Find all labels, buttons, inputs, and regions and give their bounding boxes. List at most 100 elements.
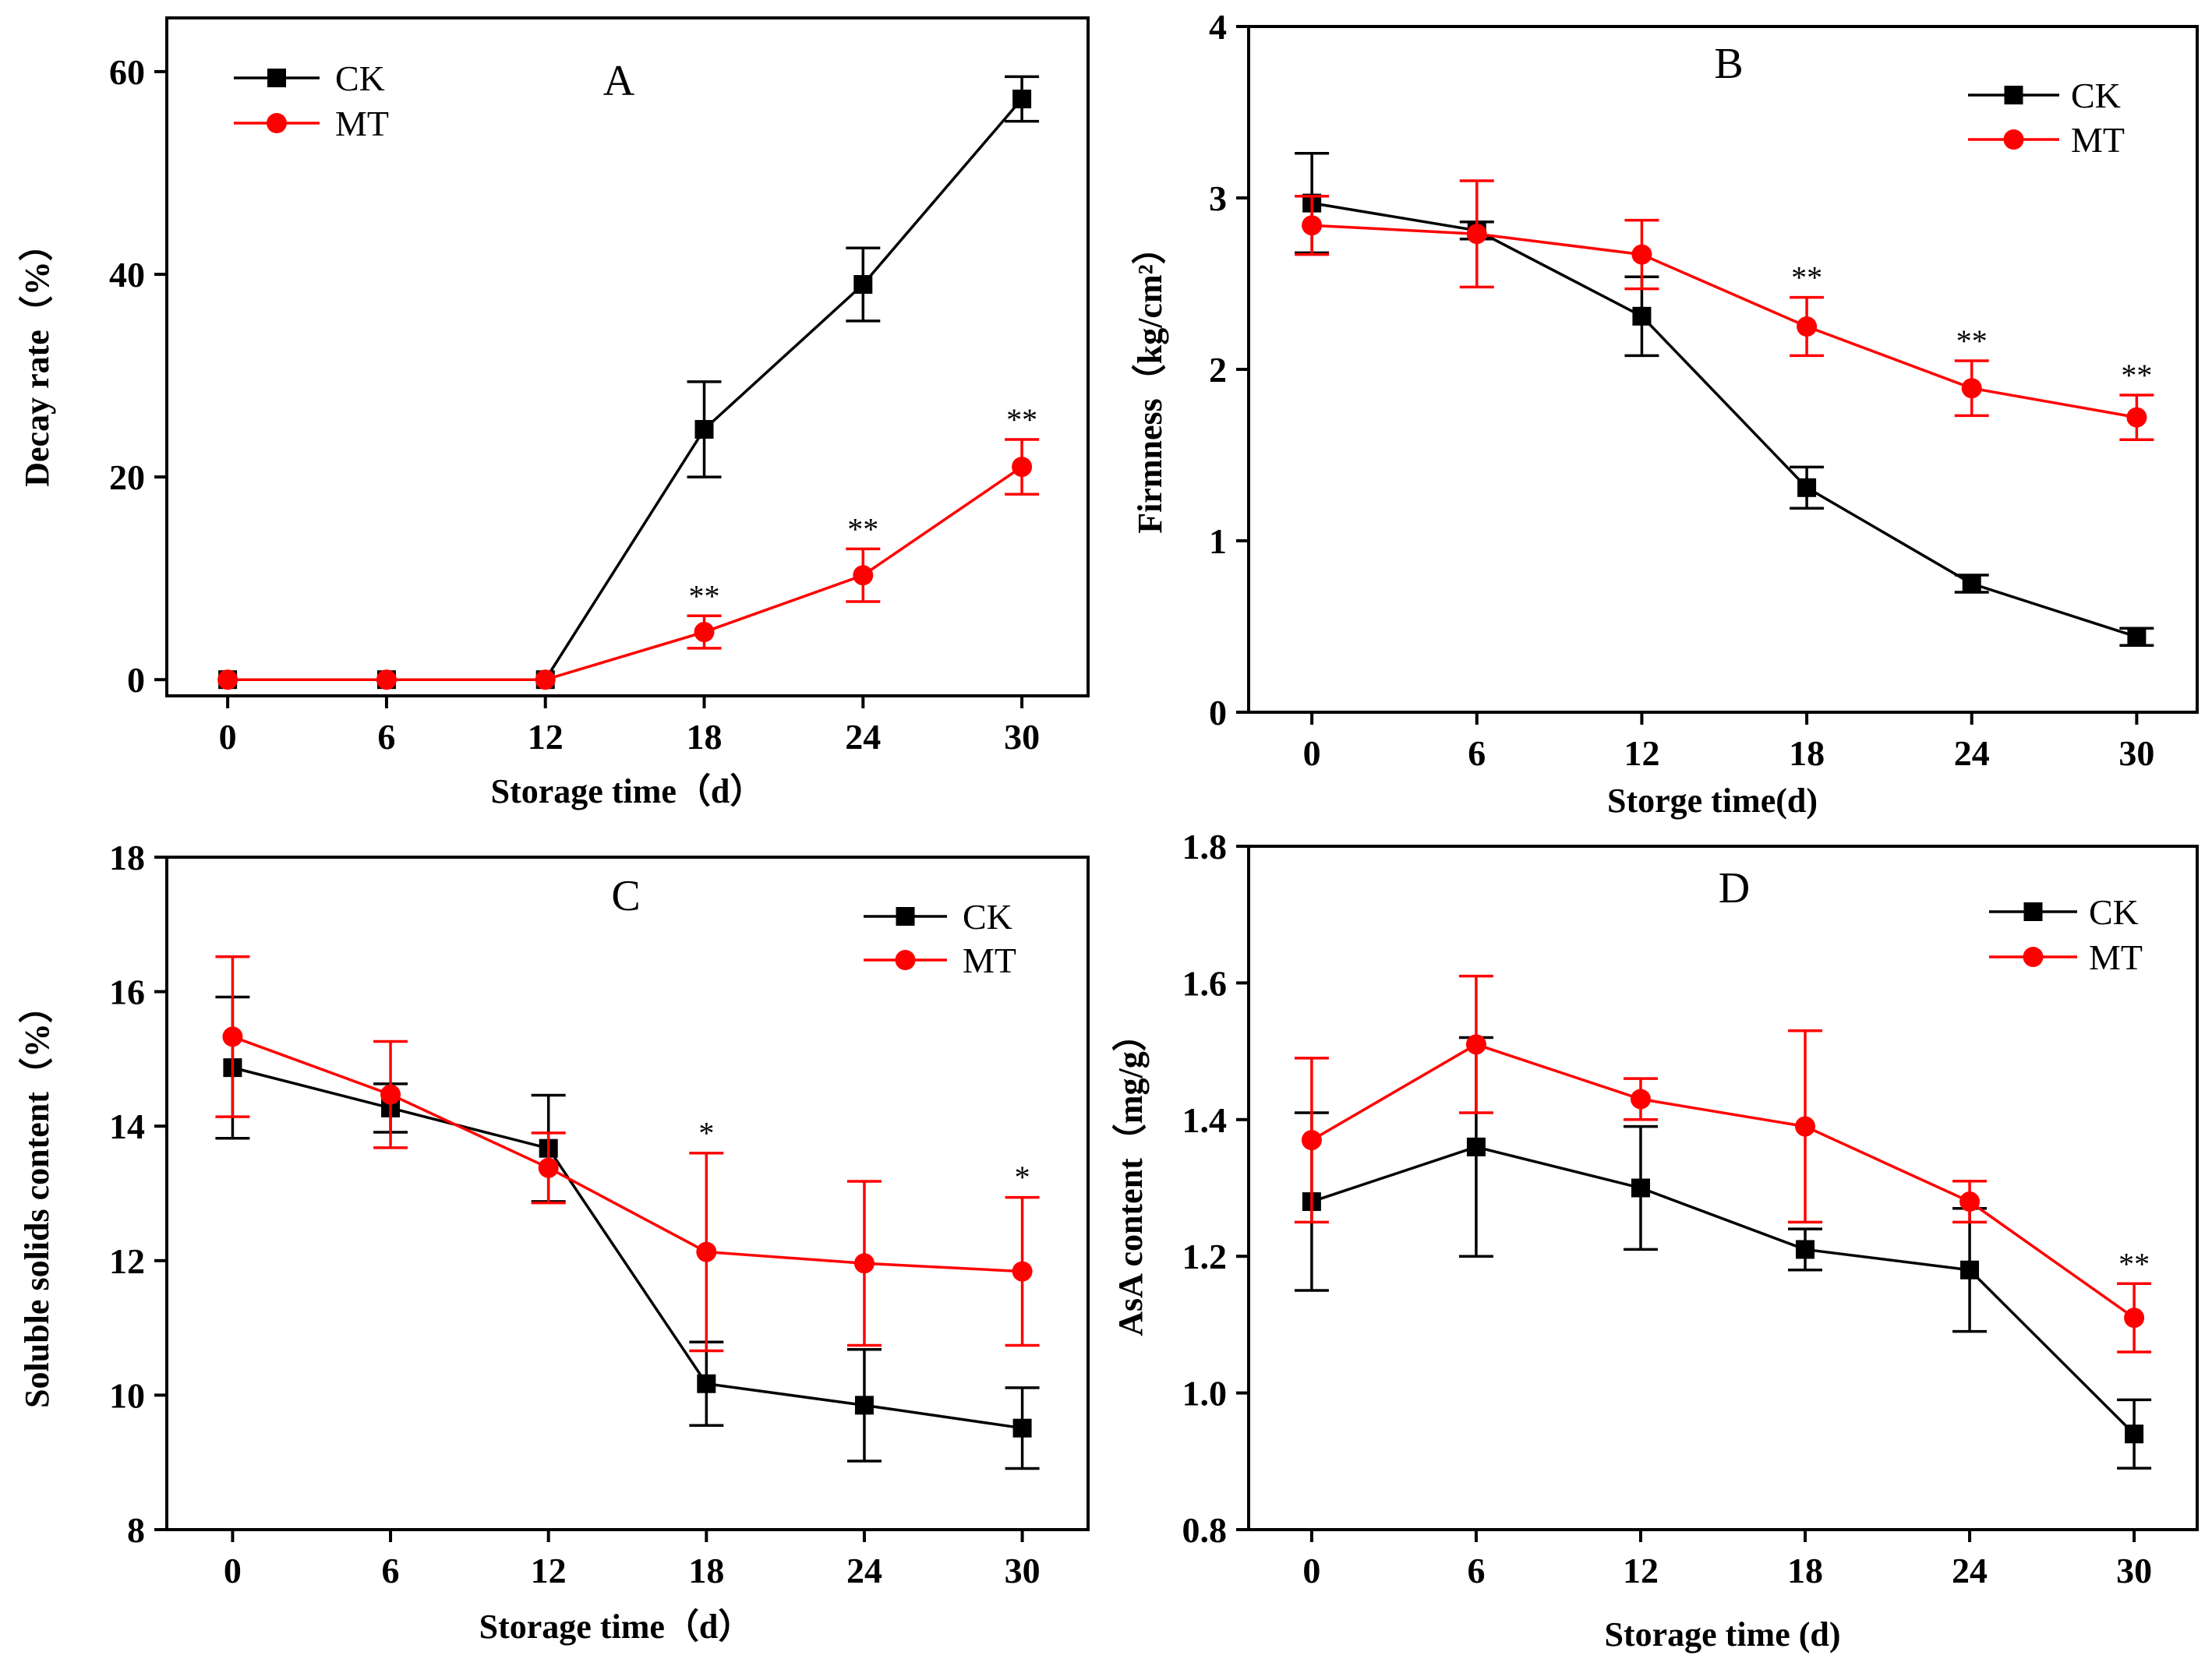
x-tick-label: 24 <box>1954 733 1990 773</box>
series-mt <box>217 438 1040 690</box>
x-tick-label: 12 <box>528 717 564 757</box>
x-tick-label: 18 <box>687 717 723 757</box>
legend-marker <box>267 113 287 133</box>
data-point <box>538 1157 559 1178</box>
data-point <box>1797 316 1818 337</box>
series-line <box>1312 224 2137 419</box>
series-mt <box>1295 179 2154 441</box>
data-point <box>1465 1034 1486 1055</box>
data-point <box>853 1253 875 1274</box>
x-axis-title: Storage time（d） <box>491 772 765 810</box>
data-point <box>1012 457 1033 478</box>
x-tick-label: 12 <box>1624 733 1659 773</box>
y-axis-title: Soluble solids content（%） <box>18 989 56 1408</box>
data-point <box>694 419 714 439</box>
x-tick-label: 24 <box>846 1551 882 1590</box>
x-tick-label: 12 <box>1623 1551 1659 1590</box>
data-point <box>1012 1261 1033 1282</box>
series-line <box>1311 1043 2136 1319</box>
panel-c: 0 6 12 18 24 30 8 10 12 14 16 18 Storage time（d） Solu… <box>18 838 1090 1646</box>
y-tick-label: 1 <box>1209 521 1227 561</box>
x-axis-title: Storage time (d) <box>1604 1615 1840 1654</box>
legend-label: CK <box>2071 76 2121 115</box>
legend-marker <box>2023 902 2043 921</box>
series-ck <box>218 75 1040 690</box>
x-tick-label: 18 <box>1787 1551 1823 1590</box>
legend-label: CK <box>963 897 1012 937</box>
x-tick-label: 30 <box>1004 717 1040 757</box>
data-point <box>697 1374 716 1393</box>
data-point <box>376 669 397 690</box>
data-point <box>1632 306 1652 326</box>
x-tick-label: 0 <box>224 1551 242 1590</box>
x-tick-label: 6 <box>377 717 395 757</box>
plot-frame <box>1247 845 2199 1531</box>
series-line <box>1311 201 2137 638</box>
data-point <box>217 669 239 690</box>
data-point <box>853 565 874 586</box>
legend: CK MT <box>1968 76 2125 160</box>
y-tick-label: 20 <box>109 457 145 497</box>
x-tick-label: 18 <box>688 1551 724 1590</box>
legend-marker <box>2004 86 2023 104</box>
legend-marker <box>2003 129 2024 150</box>
data-point <box>1466 224 1487 245</box>
significance-label: * <box>698 1116 714 1151</box>
series-ck <box>1295 152 2154 647</box>
series-ck <box>215 995 1040 1470</box>
significance-label: ** <box>689 578 720 613</box>
x-tick-label: 12 <box>531 1551 567 1590</box>
y-tick-label: 8 <box>127 1510 145 1550</box>
significance-label: ** <box>1006 402 1037 437</box>
legend-label: CK <box>335 58 385 98</box>
data-point <box>1630 1089 1651 1110</box>
data-point <box>2127 627 2147 647</box>
x-tick-label: 30 <box>1005 1551 1041 1590</box>
legend: CK MT <box>1989 892 2143 977</box>
legend-label: MT <box>335 104 389 143</box>
data-point <box>2125 1424 2144 1444</box>
series-ck <box>1294 1036 2152 1470</box>
legend-marker <box>267 69 286 87</box>
data-point <box>535 669 556 690</box>
data-point <box>1302 215 1323 236</box>
x-tick-label: 24 <box>845 717 881 757</box>
legend-item-mt: MT <box>1968 120 2125 160</box>
data-point <box>1796 1240 1815 1259</box>
panel-d: 0 6 12 18 24 30 0.8 1.0 1.2 1.4 1.6 1.8 Storage time… <box>1111 827 2199 1654</box>
legend-label: MT <box>2071 120 2125 160</box>
y-tick-label: 14 <box>109 1107 145 1146</box>
x-tick-label: 6 <box>1468 733 1486 773</box>
series-line <box>228 97 1023 681</box>
plot-frame <box>165 16 1090 697</box>
data-point <box>854 1396 874 1415</box>
legend-item-ck: CK <box>864 897 1012 937</box>
data-point <box>1301 1130 1322 1151</box>
data-point <box>222 1026 243 1047</box>
data-point <box>380 1084 401 1105</box>
series-line <box>231 1035 1023 1273</box>
panel-letter: A <box>603 57 635 105</box>
x-tick-label: 30 <box>2116 1551 2152 1590</box>
y-tick-label: 1.2 <box>1182 1237 1228 1276</box>
legend: CK MT <box>864 897 1016 980</box>
y-tick-label: 16 <box>109 972 145 1012</box>
data-point <box>1631 1178 1650 1198</box>
y-axis-title: Firmness（kg/cm²） <box>1131 230 1169 534</box>
series-mt <box>215 955 1040 1353</box>
legend-marker <box>896 907 915 926</box>
legend-item-ck: CK <box>1968 76 2121 115</box>
data-point <box>2124 1308 2145 1329</box>
x-tick-label: 18 <box>1789 733 1825 773</box>
data-point <box>1961 378 1982 399</box>
panel-a: 0 6 12 18 24 30 0 20 40 60 Storage time（d） Decay ra… <box>18 16 1090 810</box>
legend-label: CK <box>2089 892 2139 932</box>
legend-item-ck: CK <box>234 58 385 98</box>
legend-marker <box>2023 947 2044 967</box>
data-point <box>1631 244 1652 265</box>
y-tick-label: 1.6 <box>1182 963 1228 1003</box>
significance-label: ** <box>2121 358 2152 393</box>
data-point <box>853 275 873 295</box>
significance-label: * <box>1015 1160 1030 1195</box>
